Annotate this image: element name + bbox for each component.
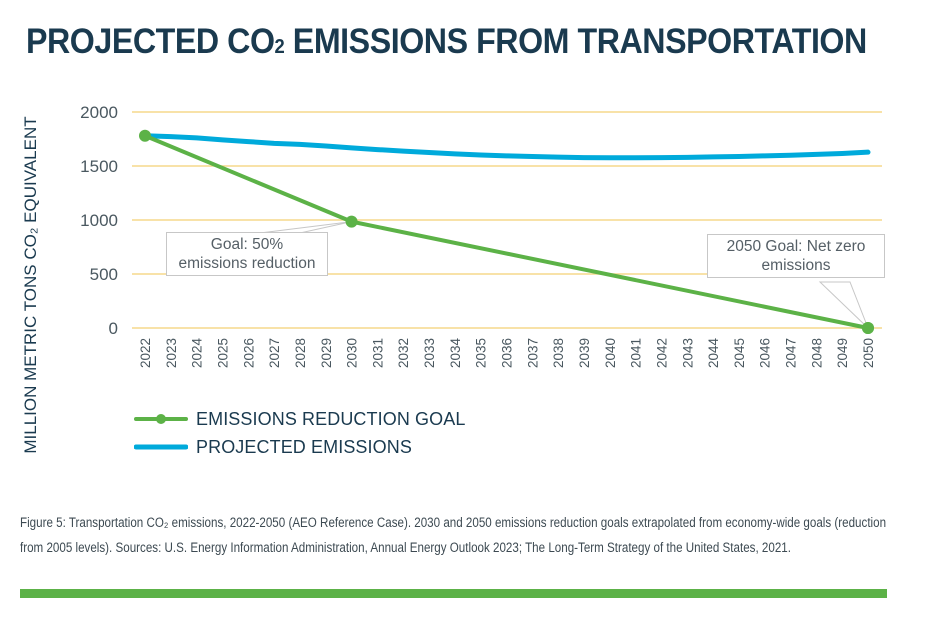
y-tick-label: 1000 [80,211,118,230]
x-tick-label: 2035 [474,338,489,368]
x-tick-label: 2039 [577,338,592,368]
x-tick-label: 2045 [732,338,747,368]
chart-title: PROJECTED CO2 EMISSIONS FROM TRANSPORTAT… [26,22,867,62]
x-tick-label: 2047 [784,338,799,368]
legend: EMISSIONS REDUCTION GOAL PROJECTED EMISS… [134,405,465,461]
x-tick-label: 2031 [370,338,385,368]
projected-emissions-line [142,133,871,161]
x-tick-label: 2049 [835,338,850,368]
y-tick-label: 0 [109,319,118,338]
x-tick-label: 2028 [293,338,308,368]
y-tick-label: 1500 [80,157,118,176]
title-rest: EMISSIONS FROM TRANSPORTATION [284,22,867,61]
x-tick-label: 2043 [680,338,695,368]
callout-line2: emissions [761,257,831,274]
callout-leader [818,281,869,329]
x-tick-label: 2025 [215,338,230,368]
x-tick-label: 2029 [319,338,334,368]
x-tick-label: 2040 [603,338,618,368]
series-lines [139,129,874,334]
x-tick-label: 2038 [551,338,566,368]
x-tick-label: 2050 [861,338,876,368]
x-tick-label: 2023 [164,338,179,368]
legend-item-projected: PROJECTED EMISSIONS [134,433,465,461]
x-tick-label: 2041 [629,338,644,368]
x-tick-label: 2044 [706,338,721,369]
x-tick-label: 2042 [654,338,669,368]
figure-caption: Figure 5: Transportation CO₂ emissions, … [20,515,887,555]
x-tick-labels: 2022 2023 2024 2025 2026 2027 2028 2029 2030 2031… [138,338,876,369]
y-tick-label: 2000 [80,103,118,122]
x-tick-label: 2026 [241,338,256,368]
x-tick-label: 2030 [345,338,360,368]
footer-accent-bar [20,589,887,598]
goal-point [139,129,151,142]
goal-point [345,215,358,228]
x-tick-label: 2034 [448,338,463,369]
x-tick-label: 2046 [758,338,773,368]
title-main: PROJECTED CO [26,22,275,61]
gridlines [132,111,882,329]
callout-line1: Goal: 50% [210,236,284,253]
y-tick-label: 500 [90,265,118,284]
y-tick-labels: 0 500 1000 1500 2000 [80,103,118,338]
callout-goal-2030: Goal: 50% emissions reduction [166,232,328,276]
callout-line2: emissions reduction [178,255,316,272]
goal-point [862,322,874,334]
x-tick-label: 2037 [525,338,540,368]
legend-goal-swatch [134,414,188,424]
x-tick-label: 2032 [396,338,411,368]
x-tick-label: 2024 [190,338,205,369]
legend-item-goal: EMISSIONS REDUCTION GOAL [134,405,465,433]
x-tick-label: 2033 [422,338,437,368]
callout-line1: 2050 Goal: Net zero [726,238,866,255]
title-subscript: 2 [274,36,285,58]
callout-goal-2050: 2050 Goal: Net zero emissions [707,234,885,278]
x-tick-label: 2036 [500,338,515,368]
x-tick-label: 2022 [138,338,153,368]
legend-label-goal: EMISSIONS REDUCTION GOAL [196,408,466,429]
legend-projected-swatch [134,444,188,450]
legend-label-projected: PROJECTED EMISSIONS [196,436,412,457]
x-tick-label: 2048 [809,338,824,368]
x-tick-label: 2027 [267,338,282,368]
